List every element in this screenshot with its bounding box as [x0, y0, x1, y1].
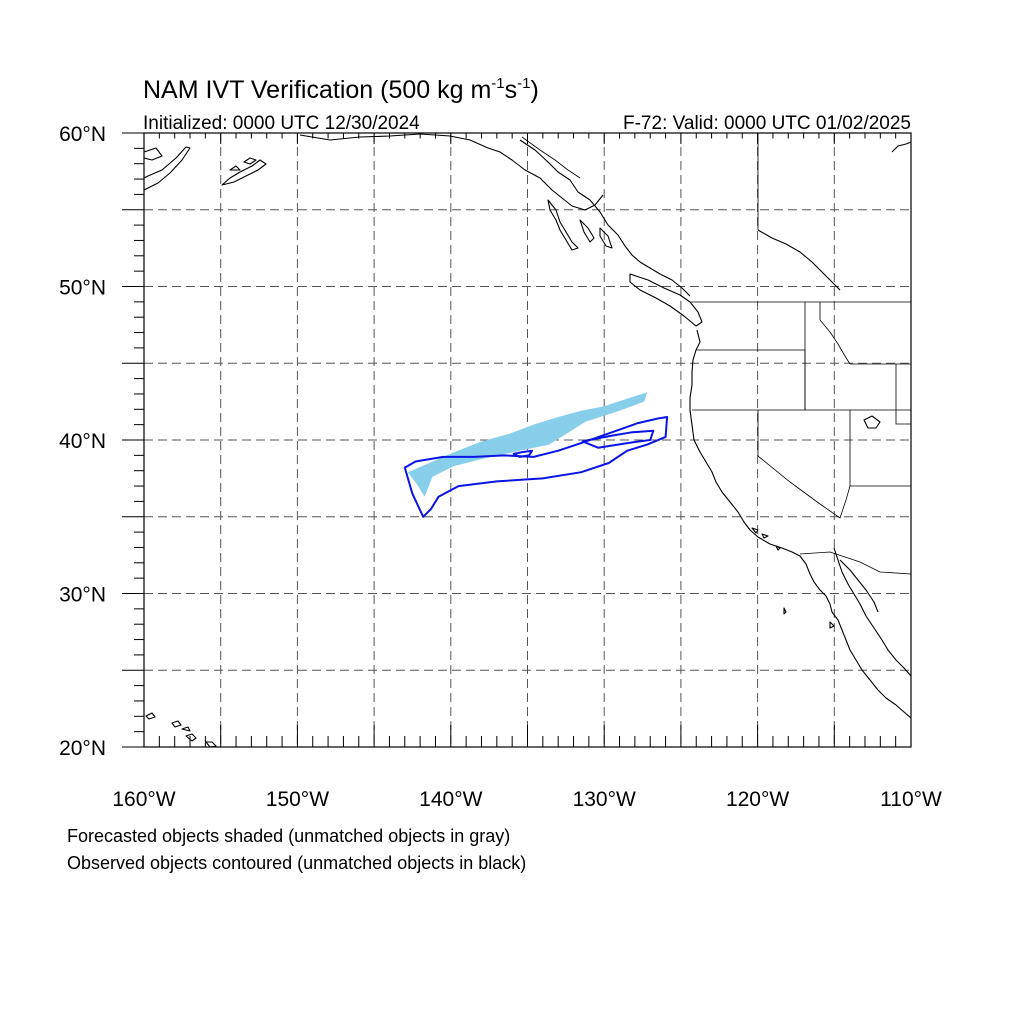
title-end: ) — [530, 76, 538, 104]
title-main: NAM IVT Verification (500 kg m — [143, 76, 491, 104]
political-boundaries — [521, 133, 911, 575]
observed-objects — [403, 416, 669, 518]
longitude-label: 120°W — [726, 788, 789, 811]
coastlines — [144, 133, 911, 747]
forecast-object — [407, 392, 648, 497]
axis-ticks — [122, 132, 912, 748]
map-area — [144, 133, 911, 747]
alaska-islands — [221, 157, 267, 186]
alaska-coast-north — [144, 147, 163, 161]
idaho-border — [804, 302, 851, 410]
channel-islands — [751, 527, 835, 629]
longitude-label: 160°W — [112, 788, 175, 811]
longitude-labels: 160°W 150°W 140°W 130°W 120°W 110°W — [112, 788, 942, 811]
latitude-label: 30°N — [59, 584, 106, 607]
alaska-coast — [144, 146, 191, 191]
hudson-coast — [891, 141, 911, 153]
great-salt-lake — [863, 415, 881, 429]
latitude-label: 60°N — [59, 123, 106, 146]
observed-object-inner — [581, 429, 655, 449]
ca-nv-border — [757, 410, 851, 519]
vancouver-island — [629, 273, 703, 327]
wa-or-border — [696, 349, 806, 410]
panhandle-coast — [519, 139, 691, 297]
footnote-forecast: Forecasted objects shaded (unmatched obj… — [67, 826, 510, 846]
latitude-labels: 20°N 30°N 40°N 50°N 60°N — [59, 123, 106, 760]
title-sup1: -1 — [491, 75, 504, 92]
nv-az-border — [849, 410, 911, 487]
footnote-observed: Observed objects contoured (unmatched ob… — [67, 853, 526, 873]
baja-coast — [833, 547, 911, 677]
longitude-label: 130°W — [573, 788, 636, 811]
mexico-border — [799, 551, 911, 575]
observed-object-outer — [403, 416, 669, 518]
alaska-canada-border — [521, 136, 581, 179]
initialized-label: Initialized: 0000 UTC 12/30/2024 — [143, 113, 420, 134]
canada-lake — [757, 229, 841, 291]
montana-border — [850, 363, 911, 425]
us-west-coast — [689, 329, 911, 719]
title-mid: s — [505, 76, 518, 104]
latitude-label: 20°N — [59, 737, 106, 760]
observed-object-blob — [512, 449, 534, 458]
gulf-california — [839, 559, 879, 613]
longitude-label: 110°W — [880, 788, 942, 811]
gulf-alaska-coast — [299, 133, 604, 211]
longitude-label: 150°W — [266, 788, 329, 811]
latitude-label: 50°N — [59, 277, 106, 300]
longitude-label: 140°W — [419, 788, 482, 811]
valid-label: F-72: Valid: 0000 UTC 01/02/2025 — [623, 113, 911, 134]
panhandle-islands — [547, 199, 613, 251]
title-sup2: -1 — [517, 75, 530, 92]
latitude-label: 40°N — [59, 430, 106, 453]
hawaii-islands — [145, 712, 217, 747]
figure-title: NAM IVT Verification (500 kg m-1s-1) — [143, 75, 539, 104]
